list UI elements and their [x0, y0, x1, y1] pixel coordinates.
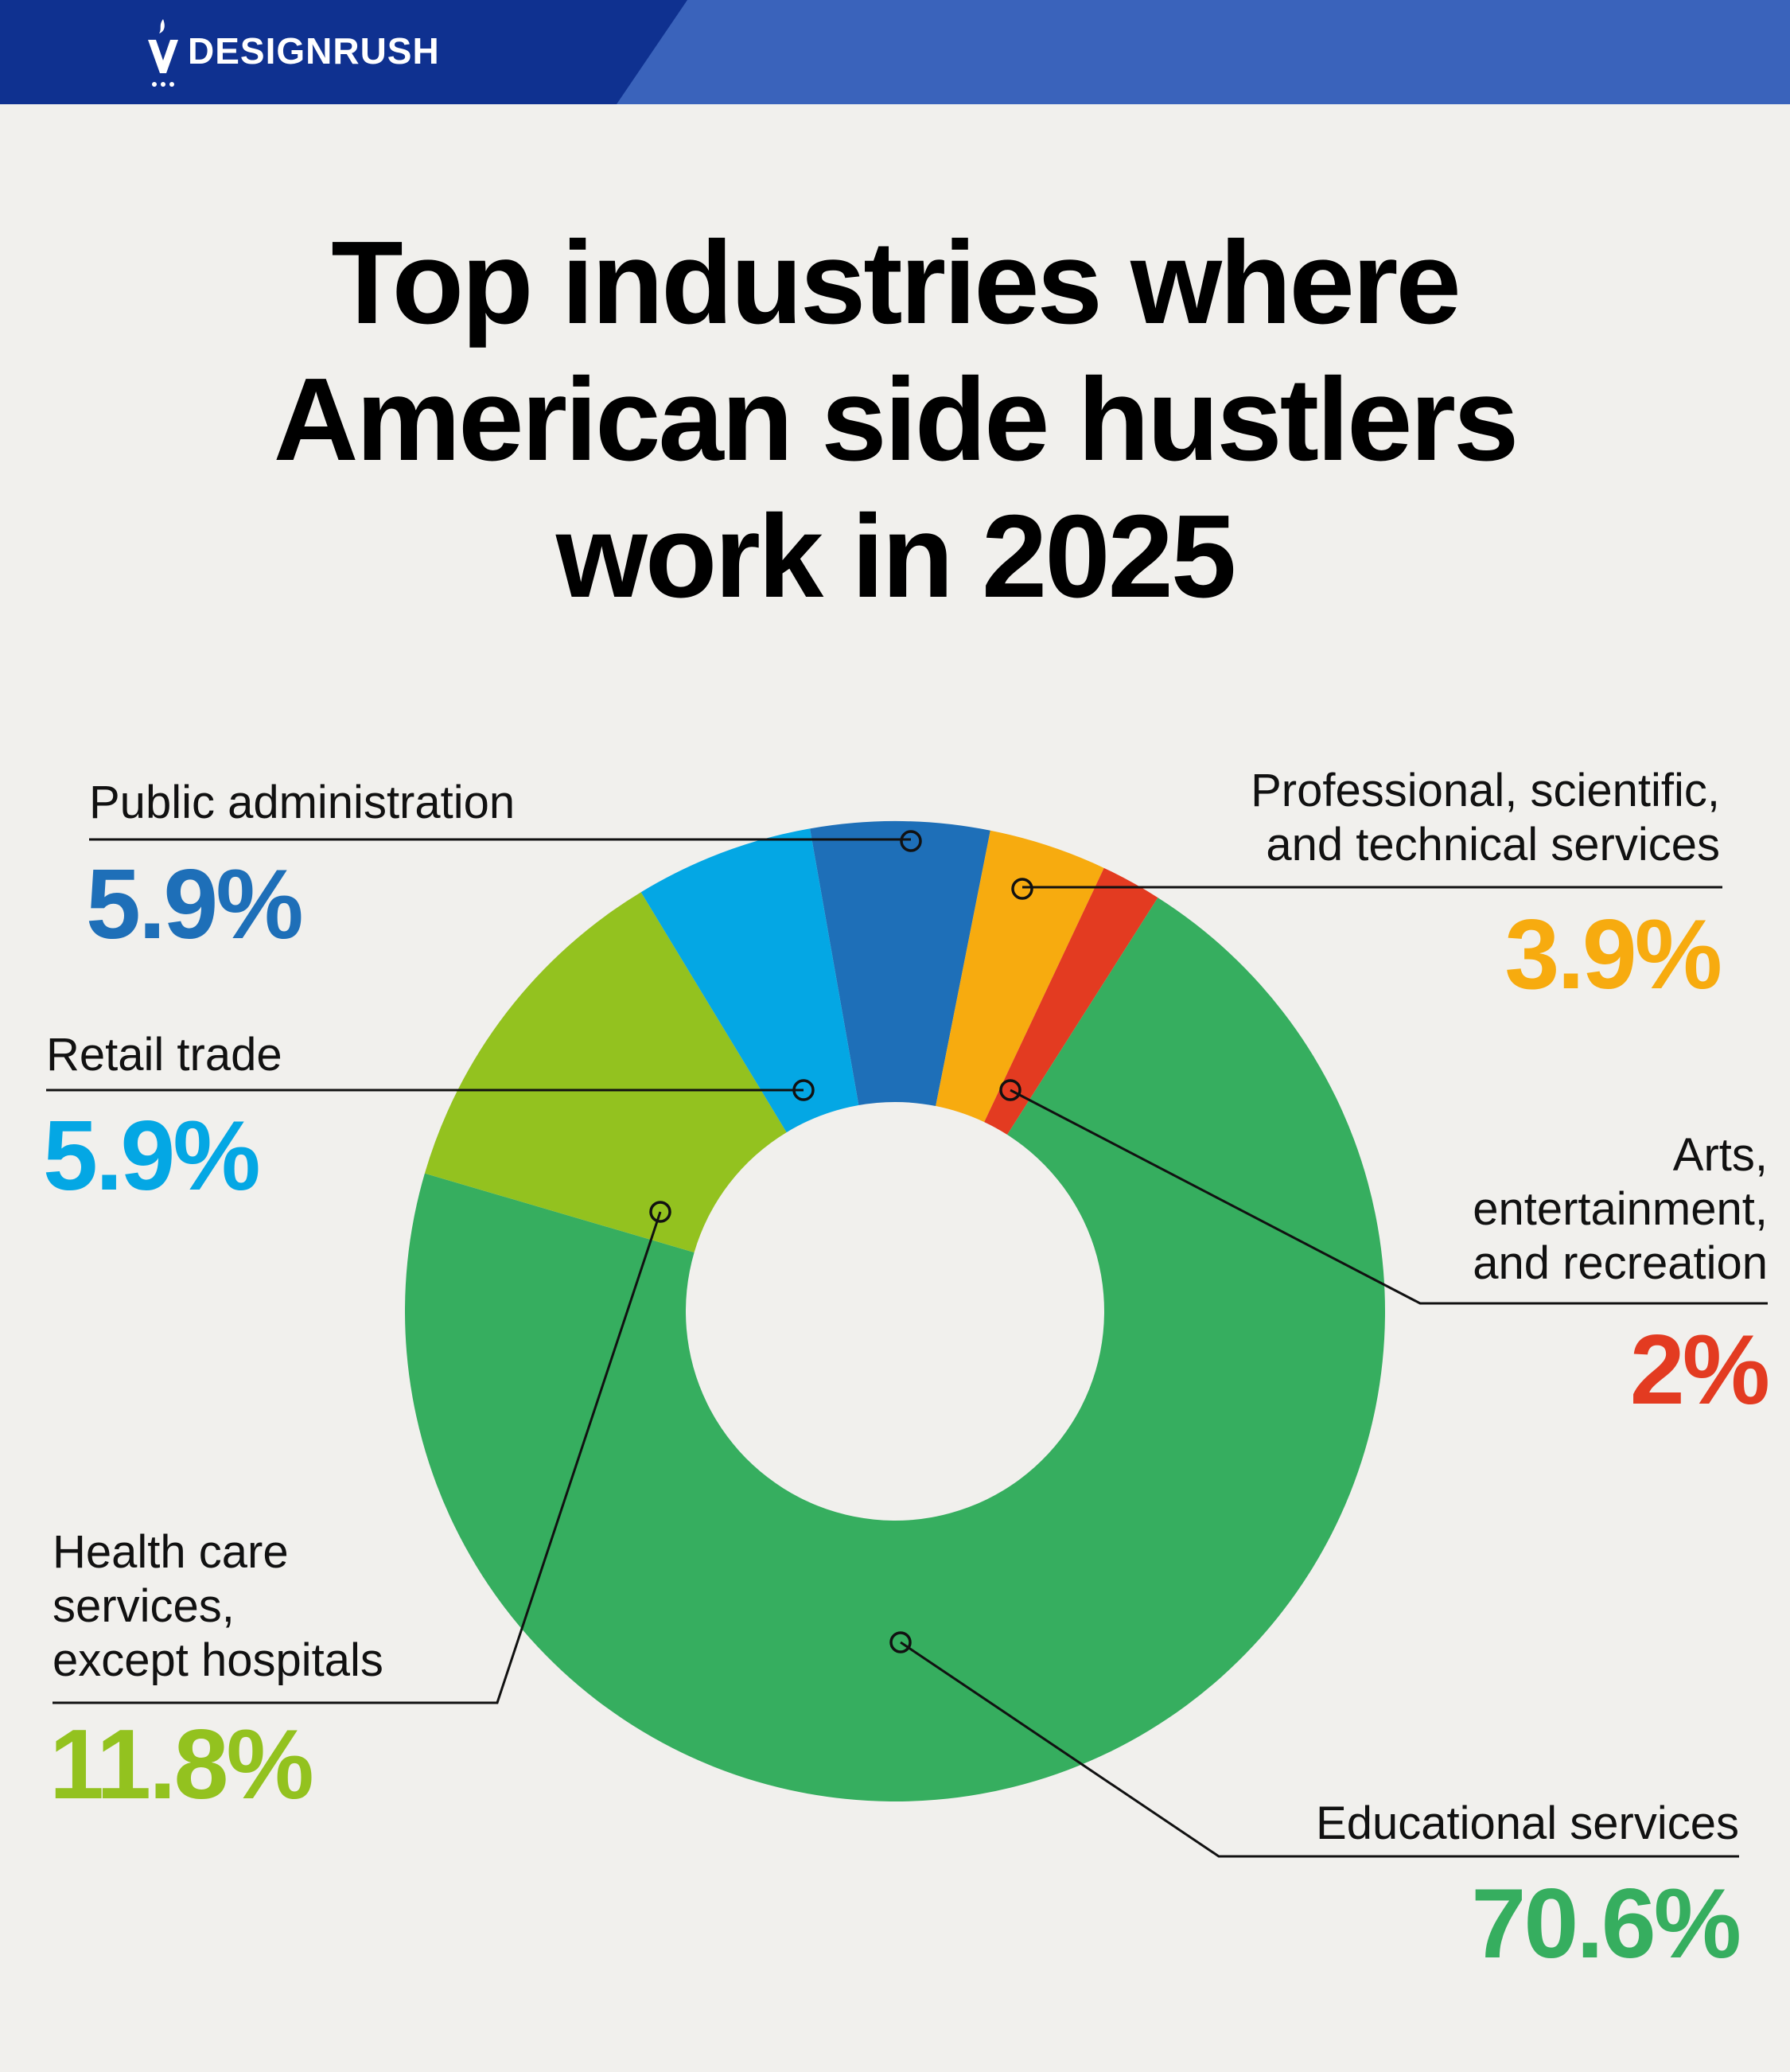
label-arts-entertainment: Arts, entertainment, and recreation — [1473, 1129, 1768, 1289]
leader-educational-services — [900, 1641, 1739, 1858]
title-line-3: work in 2025 — [555, 491, 1236, 622]
label-retail-trade: Retail trade — [46, 1029, 282, 1081]
leader-arts-entertainment — [1010, 1089, 1768, 1305]
title-line-1: Top industries where — [331, 217, 1461, 349]
header-bar: DESIGNRUSH — [0, 0, 1790, 104]
label-health-care: Health care services, except hospitals — [53, 1526, 383, 1686]
donut-slice-public-administration — [810, 821, 990, 1107]
anchor-dot-retail-trade — [792, 1079, 815, 1101]
value-public-administration: 5.9% — [86, 850, 304, 960]
label-educational-services: Educational services — [1316, 1797, 1739, 1849]
anchor-dot-health-care — [649, 1201, 671, 1223]
title-line-2: American side hustlers — [273, 354, 1520, 485]
designrush-mark-icon — [148, 19, 178, 87]
label-public-administration: Public administration — [89, 777, 516, 828]
value-professional-services: 3.9% — [1504, 900, 1722, 1010]
brand-logo[interactable]: DESIGNRUSH — [145, 14, 440, 94]
page-title: Top industries where American side hustl… — [0, 215, 1790, 625]
value-arts-entertainment: 2% — [1629, 1315, 1770, 1425]
value-educational-services: 70.6% — [1471, 1869, 1741, 1979]
value-health-care: 11.8% — [49, 1710, 314, 1820]
donut-slice-professional-scientific-and-technical-services — [936, 830, 1104, 1123]
donut-slice-arts-entertainment-and-recreation — [984, 867, 1158, 1135]
anchor-dot-educational-services — [889, 1631, 912, 1653]
anchor-dot-professional-services — [1011, 878, 1033, 900]
header-dark-panel — [0, 0, 687, 104]
label-professional-services: Professional, scientific, and technical … — [1251, 765, 1720, 870]
value-retail-trade: 5.9% — [43, 1101, 261, 1211]
anchor-dot-public-administration — [900, 830, 922, 852]
brand-name: DESIGNRUSH — [188, 30, 440, 72]
donut-slice-educational-services — [404, 898, 1386, 1801]
leader-health-care — [53, 1211, 662, 1704]
donut-slice-health-care-services-except-hospitals — [424, 892, 787, 1252]
anchor-dot-arts-entertainment — [999, 1079, 1021, 1101]
donut-slice-retail-trade — [640, 828, 859, 1133]
